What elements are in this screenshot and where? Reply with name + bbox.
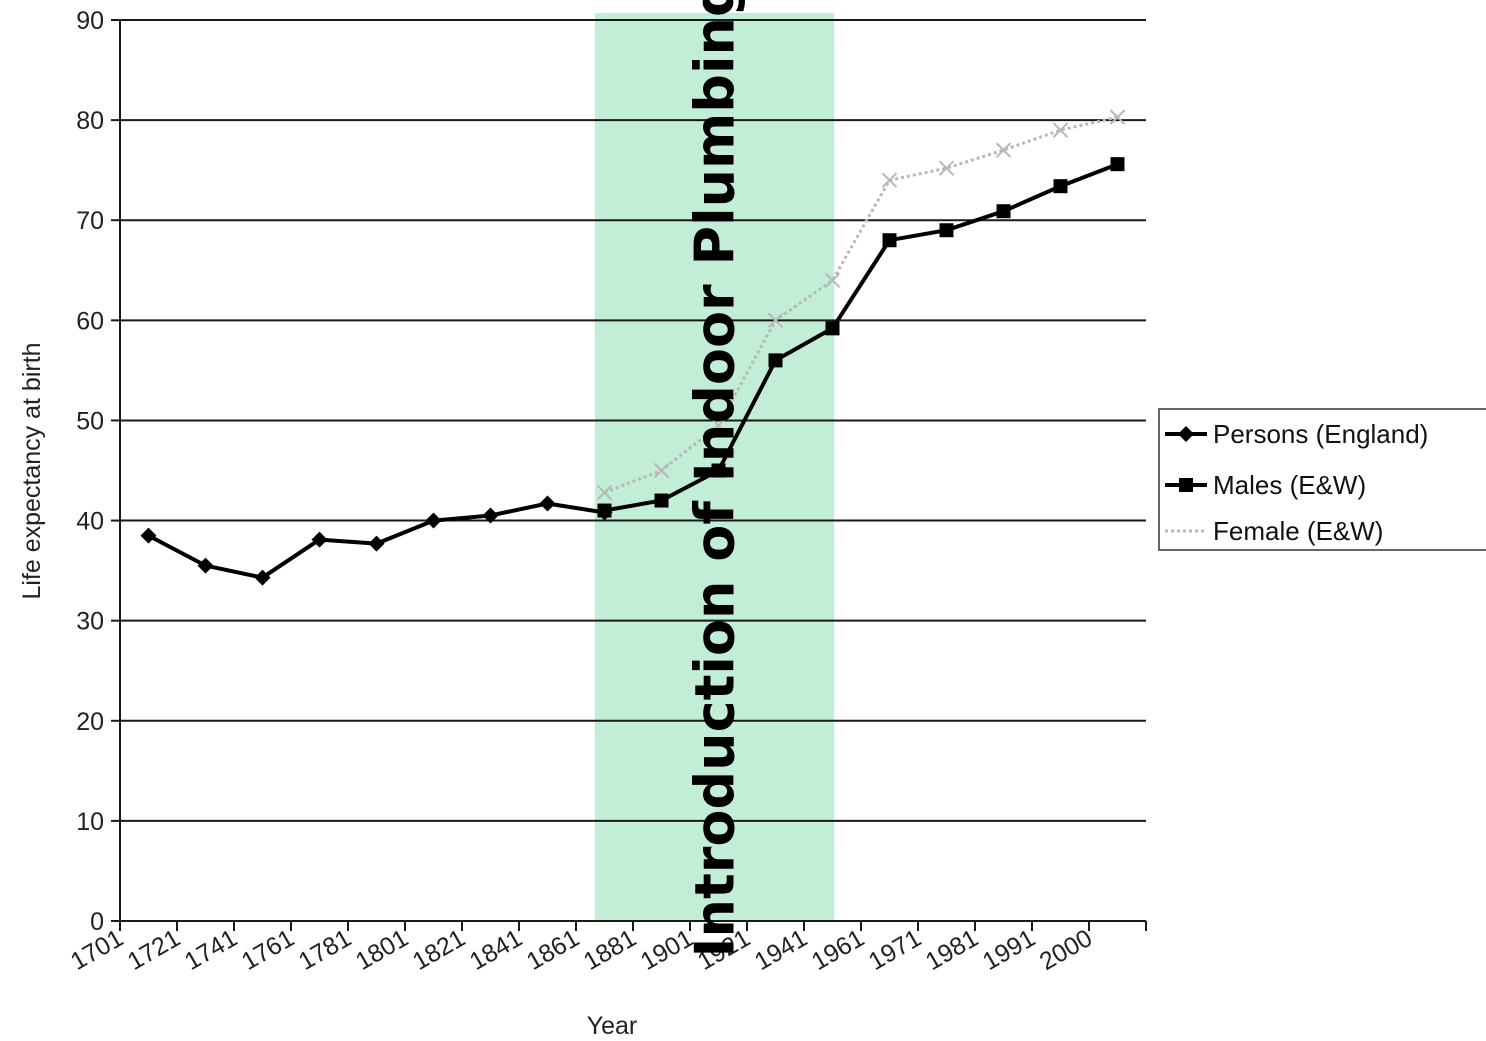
x-tick-label: 1821 — [408, 924, 470, 976]
y-tick-label: 80 — [76, 107, 104, 135]
annotation-label: Introduction of Indoor Plumbing — [684, 0, 747, 958]
data-point-female — [1109, 109, 1126, 125]
data-point-female — [710, 417, 727, 434]
legend-item-0: Persons (England) — [1165, 419, 1428, 449]
y-tick-label: 70 — [76, 207, 104, 235]
x-tick-label: 1991 — [978, 924, 1040, 976]
data-point-males — [711, 463, 726, 478]
data-point-female — [1052, 122, 1069, 138]
data-point-female — [767, 312, 784, 329]
data-point-female — [938, 160, 955, 176]
data-point-persons — [368, 535, 385, 552]
data-point-males — [1110, 157, 1125, 172]
x-tick-labels: 1701172117411761178118011821184118611881… — [66, 924, 1097, 976]
x-tick-label: 1781 — [294, 924, 356, 976]
data-point-persons — [197, 557, 214, 574]
data-point-males — [996, 204, 1011, 219]
data-point-female — [881, 172, 898, 188]
series-layer — [140, 109, 1126, 586]
gridlines — [111, 19, 1146, 922]
axes — [119, 20, 1147, 931]
y-tick-label: 50 — [76, 407, 104, 435]
y-axis-title: Life expectancy at birth — [18, 342, 46, 599]
y-tick-label: 0 — [90, 908, 104, 936]
y-tick-label: 20 — [76, 708, 104, 736]
data-point-female — [653, 462, 670, 479]
x-tick-label: 1881 — [579, 924, 641, 976]
x-tick-label: 1801 — [351, 924, 413, 976]
x-axis-title: Year — [587, 1012, 638, 1040]
x-tick-label: 1761 — [237, 924, 299, 976]
x-tick-label: 1721 — [123, 924, 185, 976]
data-point-persons — [425, 512, 442, 529]
y-tick-label: 40 — [76, 508, 104, 536]
data-point-males — [768, 353, 783, 368]
data-point-persons — [482, 507, 499, 524]
data-point-persons — [311, 531, 328, 548]
series-line-female — [603, 115, 1118, 494]
y-tick-label: 30 — [76, 608, 104, 636]
data-point-female — [824, 272, 841, 288]
x-tick-label: 1961 — [807, 924, 869, 976]
data-point-males — [597, 503, 612, 518]
legend-marker — [1178, 426, 1194, 442]
legend-label: Female (E&W) — [1213, 516, 1383, 546]
data-point-males — [939, 223, 954, 238]
legend-label: Males (E&W) — [1213, 470, 1366, 500]
y-tick-label: 60 — [76, 307, 104, 335]
legend: Persons (England) Males (E&W) Female (E&W) — [1158, 408, 1486, 551]
x-tick-label: 1981 — [921, 924, 983, 976]
x-tick-label: 1741 — [180, 924, 242, 976]
y-tick-labels: 0 10 20 30 40 50 60 70 80 90 — [76, 7, 104, 936]
x-tick-label: 1841 — [465, 924, 527, 976]
x-tick-label: 2000 — [1035, 924, 1097, 976]
legend-marker — [1179, 478, 1193, 492]
x-tick-label: 1971 — [864, 924, 926, 976]
legend-item-2: Female (E&W) — [1165, 516, 1383, 546]
data-point-males — [825, 321, 840, 336]
data-point-persons — [539, 495, 556, 512]
data-point-persons — [254, 569, 271, 586]
data-point-males — [654, 493, 669, 508]
series-2 — [596, 109, 1126, 501]
data-point-female — [596, 484, 613, 501]
series-1 — [597, 157, 1125, 518]
series-0 — [140, 495, 613, 586]
y-tick-label: 90 — [76, 7, 104, 35]
y-tick-label: 10 — [76, 808, 104, 836]
legend-label: Persons (England) — [1213, 419, 1428, 449]
data-point-persons — [140, 527, 157, 544]
data-point-female — [995, 142, 1012, 158]
legend-box — [1158, 408, 1486, 551]
data-point-males — [1053, 179, 1068, 194]
x-tick-label: 1861 — [522, 924, 584, 976]
legend-item-1: Males (E&W) — [1165, 470, 1366, 500]
data-point-males — [882, 233, 897, 248]
x-tick-label: 1941 — [750, 924, 812, 976]
series-line-males — [604, 162, 1119, 513]
